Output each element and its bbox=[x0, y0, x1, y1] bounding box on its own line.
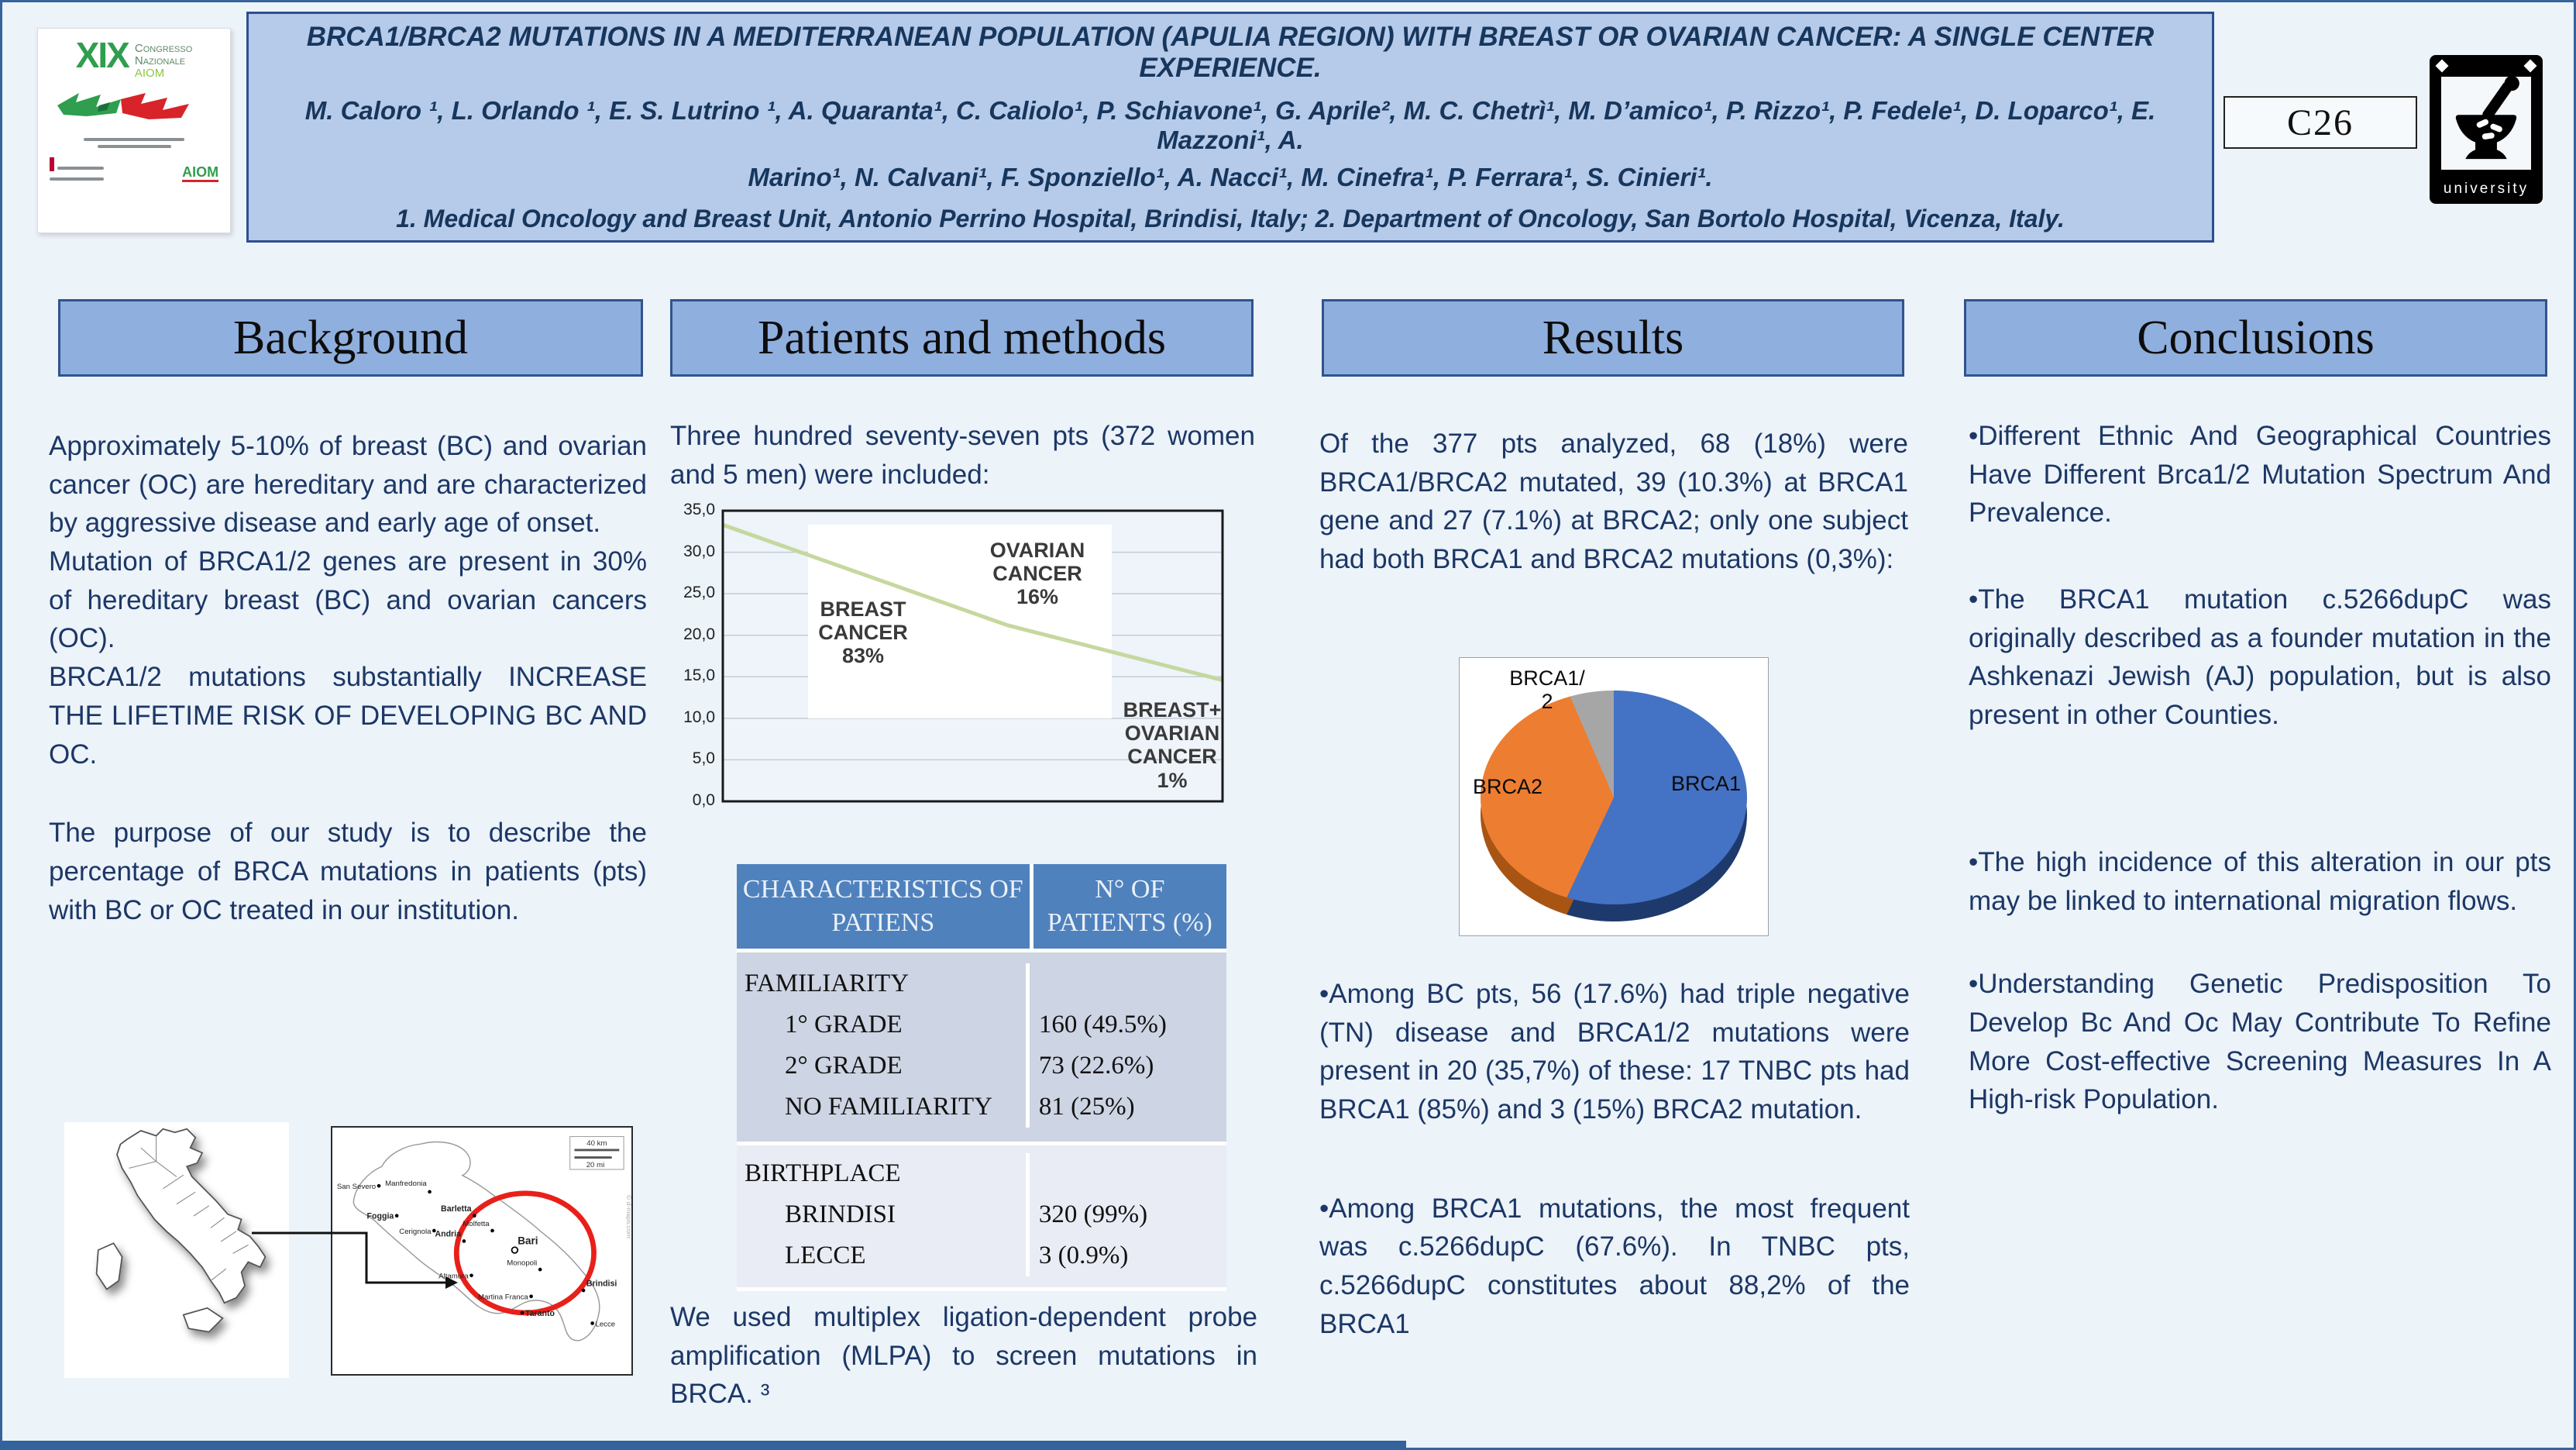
background-paragraph-3: BRCA1/2 mutations substantially INCREASE… bbox=[49, 662, 647, 770]
svg-text:40 km: 40 km bbox=[586, 1139, 607, 1148]
table-row: FAMILIARITY bbox=[737, 963, 1226, 1004]
congress-logo-card: XIX Congresso Nazionale AIOM AIOM bbox=[37, 28, 231, 233]
table-row: LECCE 3 (0.9%) bbox=[737, 1235, 1226, 1276]
code-badge: C26 bbox=[2223, 96, 2417, 149]
table-band-0: FAMILIARITY 1° GRADE 160 (49.5%) 2° GRADE 73… bbox=[737, 952, 1226, 1142]
svg-text:Bari: Bari bbox=[518, 1235, 538, 1246]
affiliations: 1. Medical Oncology and Breast Unit, Ant… bbox=[396, 204, 2065, 232]
title-banner: BRCA1/BRCA2 MUTATIONS IN A MEDITERRANEAN… bbox=[246, 12, 2214, 243]
svg-text:Cerignola: Cerignola bbox=[399, 1228, 432, 1236]
patients-methods-header: Patients and methods bbox=[670, 299, 1254, 377]
background-paragraph-1: Approximately 5-10% of breast (BC) and o… bbox=[49, 431, 647, 539]
svg-text:Molfetta: Molfetta bbox=[463, 1220, 490, 1228]
map-scale-bar: 40 km 20 mi bbox=[569, 1136, 624, 1170]
svg-text:Monopoli: Monopoli bbox=[507, 1259, 537, 1267]
results-intro: Of the 377 pts analyzed, 68 (18%) were B… bbox=[1319, 429, 1908, 575]
chart-annotation-2: BREAST+ OVARIAN CANCER 1% bbox=[1123, 698, 1222, 792]
poster-title: BRCA1/BRCA2 MUTATIONS IN A MEDITERRANEAN… bbox=[306, 21, 2155, 83]
conclusions-bullet-4: •Understanding Genetic Predisposition To… bbox=[1969, 969, 2551, 1115]
chart-annotation-0: BREAST CANCER 83% bbox=[818, 598, 908, 668]
table-row: BRINDISI 320 (99%) bbox=[737, 1194, 1226, 1235]
pie-label-brca2: BRCA2 bbox=[1472, 775, 1543, 798]
svg-text:San Severo: San Severo bbox=[337, 1183, 376, 1191]
diamond-icon bbox=[2435, 59, 2449, 73]
congress-logo-xix: XIX bbox=[75, 35, 130, 75]
congress-caption-lines bbox=[84, 138, 184, 149]
apulia-map: 40 km 20 mi © d-maps.com San Severo Manfr… bbox=[331, 1126, 633, 1376]
population-line-chart: 35,0 30,0 25,0 20,0 15,0 10,0 5,0 0,0 BREAST CAN… bbox=[675, 501, 1229, 832]
patients-table: CHARACTERISTICS OF PATIENS N° OF PATIENT… bbox=[737, 864, 1226, 1291]
conclusions-header: Conclusions bbox=[1964, 299, 2547, 377]
background-paragraph-2: Mutation of BRCA1/2 genes are present in… bbox=[49, 546, 647, 654]
university-label: university bbox=[2443, 181, 2530, 197]
mortar-pestle-icon bbox=[2455, 75, 2519, 160]
svg-text:Andria: Andria bbox=[435, 1230, 461, 1239]
aiom-brand-logo: AIOM bbox=[182, 164, 219, 183]
conclusions-bullet-3: •The high incidence of this alteration i… bbox=[1969, 846, 2551, 916]
authors-line-2: Marino¹, N. Calvani¹, F. Sponziello¹, A.… bbox=[748, 162, 1713, 191]
congress-logo-line1: Congresso bbox=[134, 42, 193, 55]
svg-text:Martina Franca: Martina Franca bbox=[478, 1293, 528, 1302]
italy-map bbox=[64, 1122, 289, 1378]
svg-text:Foggia: Foggia bbox=[367, 1212, 394, 1221]
pie-label-brca12: BRCA1/2 bbox=[1509, 666, 1585, 713]
svg-text:Barletta: Barletta bbox=[441, 1204, 472, 1214]
results-header: Results bbox=[1322, 299, 1904, 377]
pie-label-brca1: BRCA1 bbox=[1670, 772, 1742, 795]
patients-intro: Three hundred seventy-seven pts (372 wom… bbox=[670, 421, 1255, 490]
table-header-row: CHARACTERISTICS OF PATIENS N° OF PATIENT… bbox=[737, 864, 1226, 949]
table-row: BIRTHPLACE bbox=[737, 1153, 1226, 1194]
italy-brush-icon bbox=[57, 93, 189, 120]
svg-text:20 mi: 20 mi bbox=[586, 1161, 605, 1169]
svg-text:Taranto: Taranto bbox=[525, 1309, 555, 1318]
svg-text:Brindisi: Brindisi bbox=[586, 1279, 617, 1288]
congress-logo-line2: Nazionale bbox=[134, 53, 186, 67]
results-bullet-1: •Among BC pts, 56 (17.6%) had triple neg… bbox=[1319, 979, 1910, 1125]
table-row: 2° GRADE 73 (22.6%) bbox=[737, 1045, 1226, 1087]
background-text: Approximately 5-10% of breast (BC) and o… bbox=[49, 427, 647, 929]
svg-text:© d-maps.com: © d-maps.com bbox=[625, 1195, 631, 1238]
congress-smallprint bbox=[49, 157, 104, 181]
mlpa-note: We used multiplex ligation-dependent pro… bbox=[670, 1302, 1257, 1410]
conclusions-bullet-2: •The BRCA1 mutation c.5266dupC was origi… bbox=[1969, 584, 2551, 731]
background-paragraph-4: The purpose of our study is to describe … bbox=[49, 818, 647, 925]
svg-text:Altamura: Altamura bbox=[439, 1273, 469, 1281]
bottom-accent-bar bbox=[2, 1441, 1406, 1448]
map-highlight-circle bbox=[453, 1190, 597, 1316]
conclusions-bullet-1: •Different Ethnic And Geographical Count… bbox=[1969, 421, 2551, 529]
authors-line-1: M. Caloro ¹, L. Orlando ¹, E. S. Lutrino… bbox=[304, 95, 2156, 154]
university-logo: university bbox=[2430, 55, 2543, 204]
congress-logo-line3: AIOM bbox=[134, 66, 165, 80]
results-bullet-2: •Among BRCA1 mutations, the most frequen… bbox=[1319, 1193, 1910, 1339]
background-header: Background bbox=[58, 299, 643, 377]
pie-3d-top bbox=[1481, 691, 1747, 904]
congress-logo-title: XIX Congresso Nazionale AIOM bbox=[75, 35, 193, 80]
svg-text:Manfredonia: Manfredonia bbox=[385, 1180, 427, 1188]
table-band-1: BIRTHPLACE BRINDISI 320 (99%) LECCE 3 (0.9%) bbox=[737, 1145, 1226, 1287]
diamond-icon bbox=[2523, 59, 2537, 73]
chart-annotation-1: OVARIAN CANCER 16% bbox=[989, 539, 1085, 609]
table-row: 1° GRADE 160 (49.5%) bbox=[737, 1004, 1226, 1045]
table-row: NO FAMILIARITY 81 (25%) bbox=[737, 1087, 1226, 1128]
table-header-cell-1: CHARACTERISTICS OF PATIENS bbox=[742, 875, 1023, 937]
pie-chart: BRCA1/2 BRCA2 BRCA1 bbox=[1459, 657, 1769, 936]
svg-text:Lecce: Lecce bbox=[595, 1320, 615, 1328]
table-header-cell-2: N° OF PATIENTS (%) bbox=[1029, 864, 1226, 949]
